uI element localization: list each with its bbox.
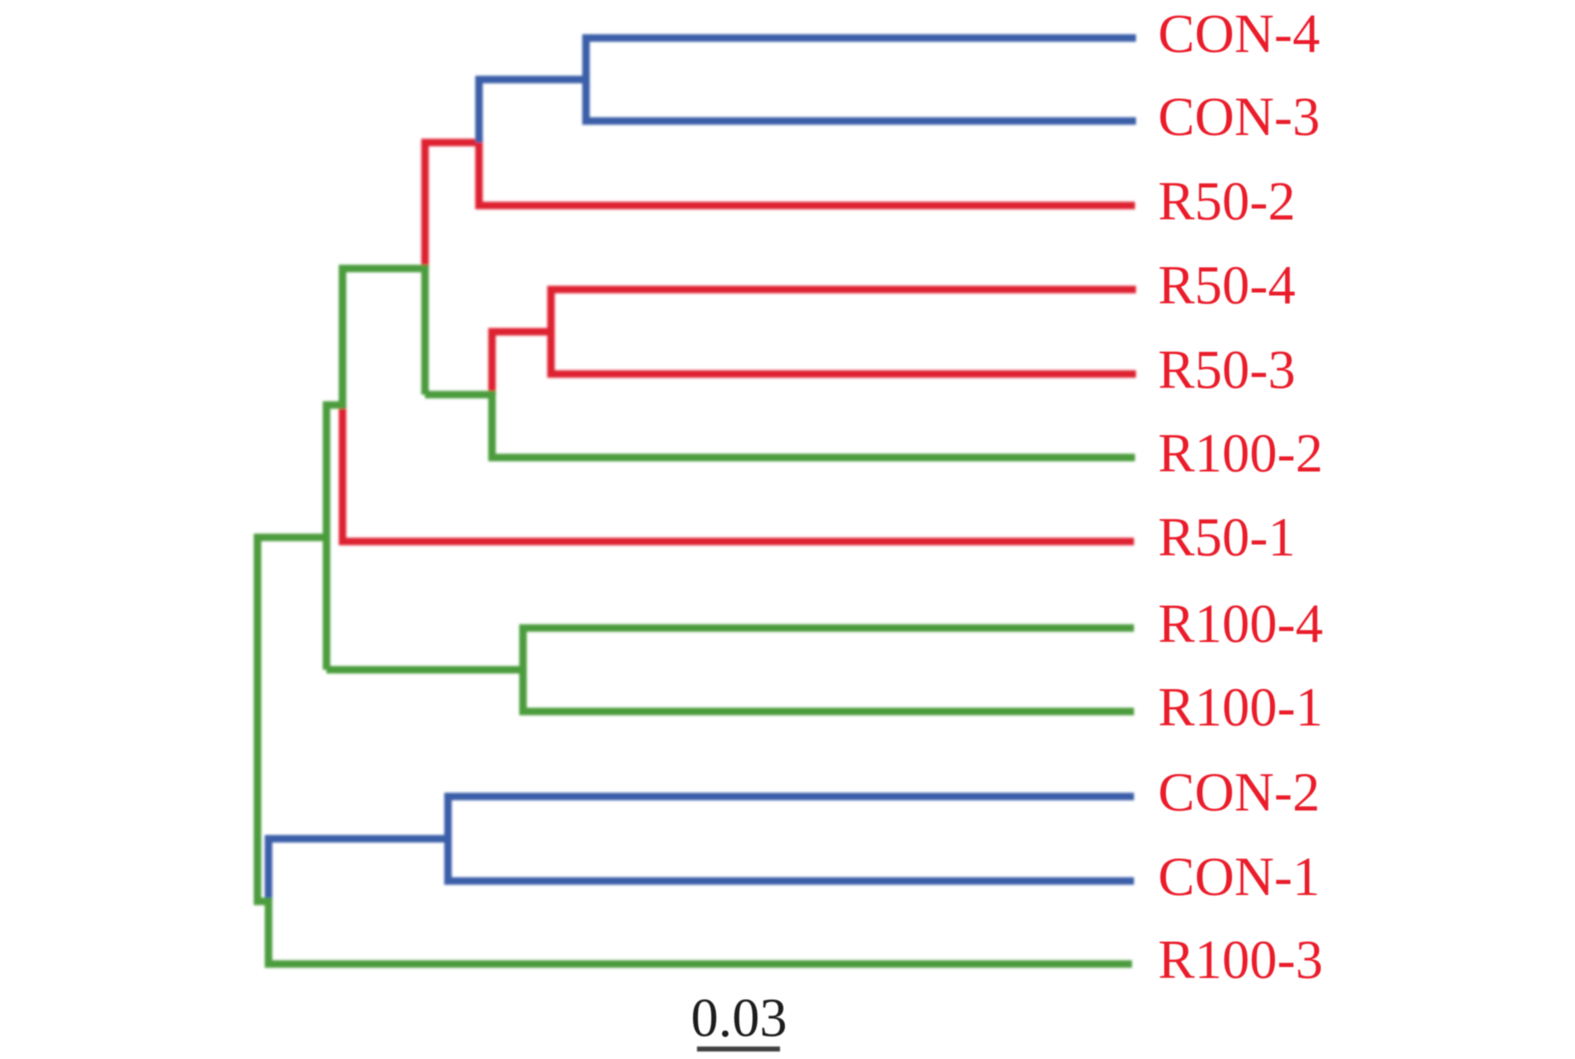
svg-text:CON-2: CON-2 [1158,762,1320,823]
svg-text:R100-4: R100-4 [1158,593,1323,654]
svg-text:CON-4: CON-4 [1158,3,1320,64]
svg-text:R100-1: R100-1 [1158,677,1323,738]
svg-text:R100-2: R100-2 [1158,423,1323,484]
svg-text:R50-1: R50-1 [1158,507,1296,568]
svg-text:0.03: 0.03 [691,987,787,1048]
svg-text:CON-3: CON-3 [1158,86,1320,147]
svg-text:CON-1: CON-1 [1158,846,1320,907]
svg-text:R50-2: R50-2 [1158,171,1296,232]
svg-text:R100-3: R100-3 [1158,929,1323,990]
svg-text:R50-3: R50-3 [1158,339,1296,400]
svg-text:R50-4: R50-4 [1158,255,1296,316]
